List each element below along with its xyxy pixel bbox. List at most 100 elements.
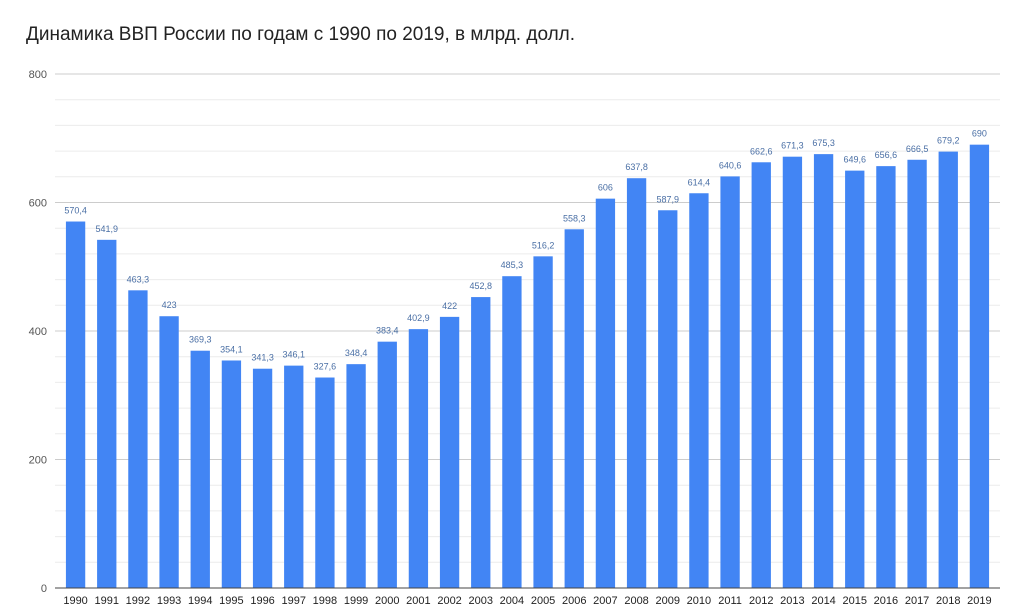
x-tick-label-1997: 1997: [282, 595, 306, 607]
data-label-2010: 614,4: [688, 177, 711, 187]
x-tick-label-2002: 2002: [437, 595, 461, 607]
x-tick-label-2014: 2014: [811, 595, 835, 607]
bar-2013: [782, 156, 803, 588]
x-tick-label-2005: 2005: [531, 595, 555, 607]
data-label-2019: 690: [972, 129, 987, 139]
bar-2006: [564, 229, 584, 589]
bar-2003: [471, 297, 491, 588]
x-tick-label-1990: 1990: [63, 595, 87, 607]
bar-2001: [408, 329, 429, 588]
bar-1992: [128, 290, 148, 588]
x-tick-label-1993: 1993: [157, 595, 181, 607]
bar-2015: [845, 170, 865, 588]
y-tick-label: 0: [41, 583, 47, 595]
data-label-1992: 463,3: [127, 274, 150, 284]
y-tick-label: 200: [29, 455, 47, 467]
bar-2002: [439, 316, 460, 588]
data-label-2015: 649,6: [843, 155, 866, 165]
data-label-1990: 570,4: [64, 206, 87, 216]
data-label-2003: 452,8: [469, 281, 492, 291]
bar-2005: [533, 256, 553, 588]
bar-1998: [315, 377, 335, 588]
x-tick-label-1991: 1991: [95, 595, 119, 607]
data-label-1997: 346,1: [282, 350, 305, 360]
x-tick-label-2015: 2015: [843, 595, 867, 607]
bar-2017: [907, 159, 927, 588]
data-labels: 570,4 541,9 463,3 423 369,3 354,1 341,3 346,1 32…: [64, 129, 987, 372]
x-tick-label-1995: 1995: [219, 595, 243, 607]
x-tick-label-2019: 2019: [967, 595, 991, 607]
y-tick-label: 600: [29, 198, 47, 210]
data-label-2009: 587,9: [656, 194, 679, 204]
data-label-2008: 637,8: [625, 162, 648, 172]
x-tick-label-2012: 2012: [749, 595, 773, 607]
bar-2007: [595, 198, 616, 588]
data-label-2000: 383,4: [376, 326, 399, 336]
bar-2008: [626, 178, 647, 588]
x-tick-label-2017: 2017: [905, 595, 929, 607]
bar-1999: [346, 364, 366, 588]
data-label-1991: 541,9: [95, 224, 118, 234]
x-tick-label-1999: 1999: [344, 595, 368, 607]
x-tick-label-2004: 2004: [500, 595, 524, 607]
x-tick-label-2013: 2013: [780, 595, 804, 607]
data-label-2014: 675,3: [812, 138, 835, 148]
x-tick-label-2009: 2009: [656, 595, 680, 607]
bar-2012: [751, 162, 771, 588]
bar-1991: [97, 239, 117, 588]
bar-2004: [502, 276, 522, 588]
data-label-2011: 640,6: [719, 160, 742, 170]
x-tick-label-2008: 2008: [624, 595, 648, 607]
x-tick-label-2006: 2006: [562, 595, 586, 607]
data-label-2013: 671,3: [781, 141, 804, 151]
bar-1993: [159, 316, 179, 588]
data-label-1998: 327,6: [314, 362, 337, 372]
bar-1995: [221, 360, 242, 588]
data-label-2004: 485,3: [501, 260, 524, 270]
x-tick-label-2016: 2016: [874, 595, 898, 607]
bar-2019: [969, 144, 990, 589]
data-label-1995: 354,1: [220, 344, 243, 354]
x-tick-label-1998: 1998: [313, 595, 337, 607]
bars: [65, 144, 990, 589]
y-tick-label: 400: [29, 326, 47, 338]
data-label-1999: 348,4: [345, 348, 368, 358]
x-tick-label-2001: 2001: [406, 595, 430, 607]
x-tick-label-2010: 2010: [687, 595, 711, 607]
y-tick-label: 800: [29, 69, 47, 81]
x-tick-label-1992: 1992: [126, 595, 150, 607]
data-label-2016: 656,6: [875, 150, 898, 160]
bar-1990: [65, 221, 86, 588]
y-axis: 0 200 400 600 800: [29, 69, 47, 595]
x-tick-label-2018: 2018: [936, 595, 960, 607]
data-label-2001: 402,9: [407, 313, 430, 323]
x-tick-label-2007: 2007: [593, 595, 617, 607]
bar-1996: [252, 368, 273, 588]
data-label-2018: 679,2: [937, 136, 960, 146]
data-label-1994: 369,3: [189, 335, 212, 345]
bar-1997: [284, 365, 304, 588]
chart-title: Динамика ВВП России по годам с 1990 по 2…: [26, 24, 576, 45]
data-label-2002: 422: [442, 301, 457, 311]
data-label-2007: 606: [598, 183, 613, 193]
x-tick-label-1994: 1994: [188, 595, 212, 607]
x-tick-label-2000: 2000: [375, 595, 399, 607]
bar-1994: [190, 350, 210, 588]
bar-2000: [377, 341, 397, 588]
data-label-2017: 666,5: [906, 144, 929, 154]
data-label-2012: 662,6: [750, 146, 773, 156]
data-label-1996: 341,3: [251, 353, 274, 363]
x-tick-label-2003: 2003: [469, 595, 493, 607]
grid-lines: [55, 73, 1000, 589]
bar-2014: [813, 154, 834, 588]
bar-2016: [876, 166, 896, 588]
x-tick-label-1996: 1996: [250, 595, 274, 607]
bar-2011: [720, 176, 740, 588]
x-axis: 1990 1991 1992 1993 1994 1995 1996 1997 1998 1999…: [55, 587, 1000, 607]
bar-2009: [658, 210, 678, 588]
data-label-2005: 516,2: [532, 240, 555, 250]
data-label-1993: 423: [162, 300, 177, 310]
x-tick-label-2011: 2011: [718, 595, 742, 607]
bar-2010: [689, 193, 709, 588]
